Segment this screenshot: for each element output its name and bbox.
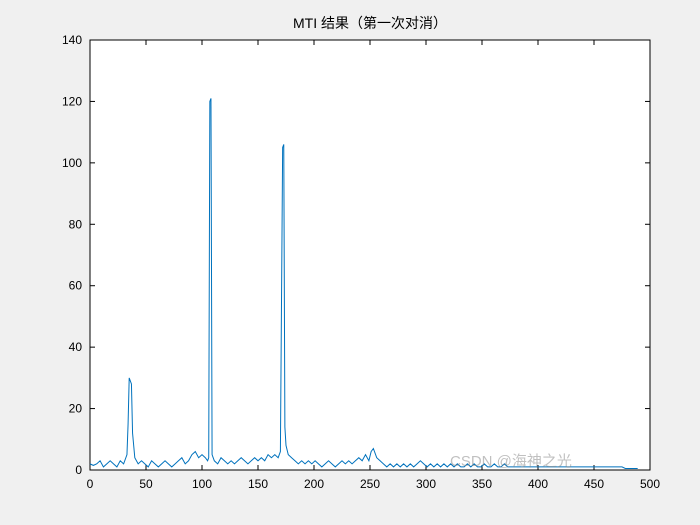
x-tick-label: 0 [87,477,94,491]
y-tick-label: 140 [62,33,82,47]
x-tick-label: 300 [416,477,436,491]
y-tick-label: 80 [69,217,83,231]
x-tick-label: 50 [139,477,153,491]
y-tick-label: 0 [75,463,82,477]
chart-container: 0 50 100 150 200 250 300 350 400 450 500 0 20 40 60 80 1… [0,0,700,525]
x-tick-label: 400 [528,477,548,491]
chart-svg: 0 50 100 150 200 250 300 350 400 450 500 0 20 40 60 80 1… [0,0,700,525]
plot-area [90,40,650,470]
y-tick-label: 120 [62,94,82,108]
x-tick-label: 450 [584,477,604,491]
y-tick-label: 20 [69,402,83,416]
x-tick-label: 250 [360,477,380,491]
x-tick-label: 200 [304,477,324,491]
x-tick-label: 500 [640,477,660,491]
x-tick-label: 350 [472,477,492,491]
y-tick-label: 60 [69,279,83,293]
x-tick-label: 150 [248,477,268,491]
chart-title: MTI 结果（第一次对消） [293,15,447,31]
x-tick-label: 100 [192,477,212,491]
y-tick-label: 40 [69,340,83,354]
y-tick-label: 100 [62,156,82,170]
